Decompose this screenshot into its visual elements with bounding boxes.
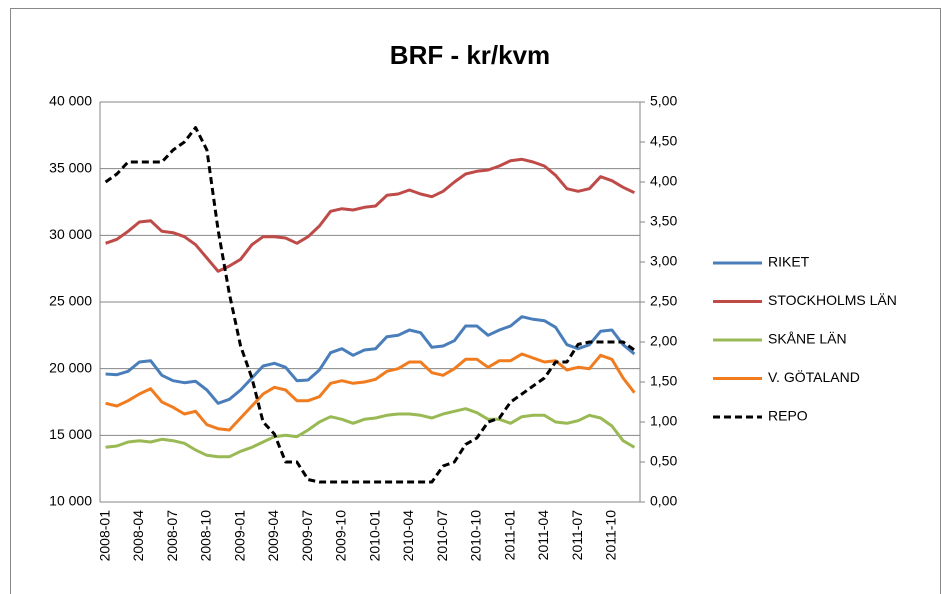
x-tick-label: 2011-07 bbox=[569, 510, 585, 561]
x-tick-label: 2010-10 bbox=[468, 510, 484, 562]
y2-tick-label: 0,00 bbox=[650, 493, 677, 509]
y-tick-label: 10 000 bbox=[49, 493, 92, 509]
series-line bbox=[105, 315, 636, 405]
series-line bbox=[104, 126, 636, 484]
y2-tick-label: 4,50 bbox=[650, 133, 677, 149]
y2-tick-label: 0,50 bbox=[650, 453, 677, 469]
x-tick-label: 2011-04 bbox=[535, 510, 551, 561]
y-tick-label: 15 000 bbox=[49, 426, 92, 442]
x-tick-label: 2008-01 bbox=[96, 510, 112, 562]
y2-tick-label: 1,50 bbox=[650, 373, 677, 389]
x-tick-label: 2010-01 bbox=[366, 510, 382, 562]
legend-label: STOCKHOLMS LÄN bbox=[768, 292, 897, 308]
x-tick-label: 2009-01 bbox=[231, 510, 247, 562]
series-line bbox=[105, 352, 636, 432]
x-tick-label: 2011-10 bbox=[603, 510, 619, 561]
chart-title: BRF - kr/kvm bbox=[390, 40, 550, 70]
y-tick-label: 25 000 bbox=[49, 293, 92, 309]
y-tick-label: 30 000 bbox=[49, 226, 92, 242]
x-tick-label: 2008-07 bbox=[164, 510, 180, 562]
legend-label: REPO bbox=[768, 408, 808, 424]
y2-tick-label: 3,00 bbox=[650, 253, 677, 269]
y2-tick-label: 1,00 bbox=[650, 413, 677, 429]
legend-label: V. GÖTALAND bbox=[768, 368, 860, 385]
y-tick-label: 40 000 bbox=[49, 93, 92, 109]
y2-tick-label: 2,00 bbox=[650, 333, 677, 349]
y-tick-label: 20 000 bbox=[49, 359, 92, 375]
x-tick-label: 2010-04 bbox=[400, 510, 416, 562]
x-tick-label: 2009-10 bbox=[333, 510, 349, 562]
x-tick-label: 2008-04 bbox=[130, 510, 146, 562]
x-tick-label: 2009-07 bbox=[299, 510, 315, 562]
legend-label: RIKET bbox=[768, 254, 810, 270]
y-tick-label: 35 000 bbox=[49, 159, 92, 175]
y2-tick-label: 4,00 bbox=[650, 173, 677, 189]
y2-tick-label: 3,50 bbox=[650, 213, 677, 229]
y2-tick-label: 2,50 bbox=[650, 293, 677, 309]
x-tick-label: 2010-07 bbox=[434, 510, 450, 562]
y2-tick-label: 5,00 bbox=[650, 93, 677, 109]
legend-label: SKÅNE LÄN bbox=[768, 331, 847, 347]
x-tick-label: 2009-04 bbox=[265, 510, 281, 562]
series-line bbox=[105, 407, 636, 459]
series-line bbox=[105, 157, 636, 273]
x-tick-label: 2008-10 bbox=[198, 510, 214, 562]
chart-border bbox=[10, 8, 941, 594]
x-tick-label: 2011-01 bbox=[501, 510, 517, 561]
